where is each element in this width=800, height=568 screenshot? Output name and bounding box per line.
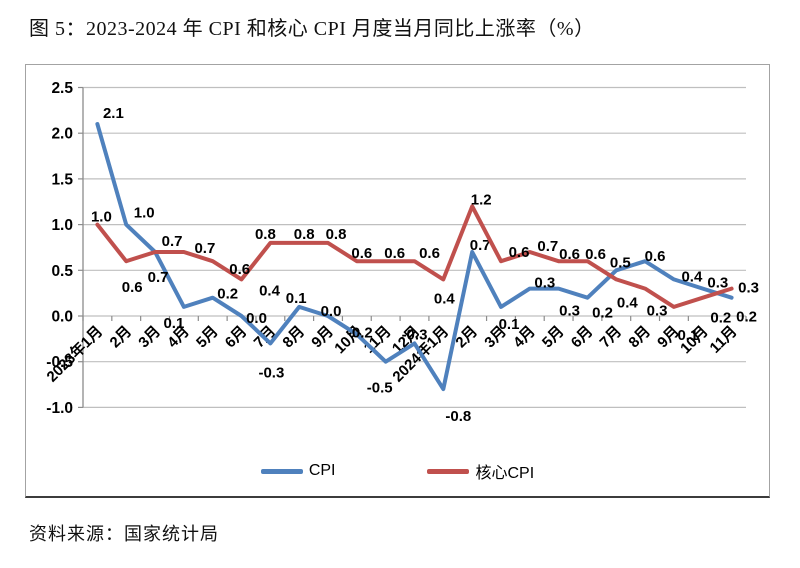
core-cpi-data-labels: 1.00.60.7 0.70.60.40.8 0.8 0.80.6 0.6 0.60.41… [91, 191, 759, 344]
data-label: 0.6 [419, 245, 440, 262]
data-label: 0.1 [163, 315, 184, 332]
data-label: 0.7 [194, 240, 215, 257]
y-tick-label: 1.0 [51, 217, 73, 234]
data-label: 0.1 [677, 327, 698, 344]
figure-title: 图 5：2023-2024 年 CPI 和核心 CPI 月度当月同比上涨率（%） [29, 18, 595, 40]
y-tick-label: 2.0 [51, 126, 73, 143]
legend-item-core-cpi: 核心CPI [427, 459, 534, 483]
data-label: 1.0 [134, 205, 155, 222]
data-label: 0.6 [645, 248, 666, 265]
y-tick-label: -1.0 [46, 400, 73, 417]
data-label: 0.4 [259, 282, 281, 299]
x-axis-ticks [82, 316, 747, 321]
data-label: 0.6 [122, 279, 143, 296]
data-label: 0.6 [351, 245, 372, 262]
data-label: 0.1 [286, 290, 307, 307]
data-label: 0.2 [592, 305, 613, 322]
cpi-line-swatch [260, 468, 303, 474]
data-label: 0.2 [736, 309, 757, 326]
legend-label-core-cpi: 核心CPI [475, 465, 535, 482]
y-tick-label: 0.5 [51, 263, 73, 280]
data-label: 0.4 [681, 268, 703, 285]
data-label: 0.7 [470, 237, 491, 254]
legend-item-cpi: CPI [260, 462, 336, 480]
data-label: 0.4 [617, 294, 639, 311]
data-label: 0.7 [162, 233, 183, 250]
legend-label-cpi: CPI [308, 462, 336, 479]
data-label: 2.1 [103, 105, 124, 122]
chart-container: 2.5 2.0 1.5 1.0 0.5 0.0 -0.5 -1.0 2023年1月 2月 3月 4月 5… [25, 64, 770, 498]
cpi-line-chart: 2.5 2.0 1.5 1.0 0.5 0.0 -0.5 -1.0 2023年1月 2月 3月 4月 5… [43, 80, 759, 425]
data-label: 0.0 [246, 310, 267, 327]
data-label: 0.7 [537, 238, 558, 255]
data-label: 0.6 [384, 245, 405, 262]
data-label: 0.5 [610, 254, 631, 271]
data-label: 1.0 [91, 209, 112, 226]
x-tick-label: 2月 [107, 323, 136, 352]
data-label: 0.6 [585, 246, 606, 263]
data-label: -0.3 [402, 326, 428, 343]
gridlines [78, 86, 746, 408]
core-cpi-line-swatch [427, 468, 470, 474]
x-tick-label: 7月 [597, 323, 626, 352]
data-label: 0.6 [509, 244, 530, 261]
data-label: 0.3 [738, 280, 759, 297]
core-cpi-line [95, 204, 734, 309]
x-tick-label: 5月 [539, 323, 568, 352]
x-tick-label: 8月 [625, 323, 654, 352]
data-label: 0.8 [294, 226, 315, 243]
data-label: 0.0 [321, 303, 342, 320]
data-label: 0.6 [559, 246, 580, 263]
data-label: -0.3 [258, 364, 284, 381]
data-label: 0.6 [229, 261, 250, 278]
chart-legend: CPI 核心CPI [26, 459, 769, 483]
data-label: 0.8 [255, 226, 276, 243]
data-label: 0.3 [559, 303, 580, 320]
y-tick-label: 1.5 [51, 171, 73, 188]
data-label: 0.1 [499, 316, 520, 333]
cpi-line [95, 122, 734, 392]
y-tick-label: 2.5 [51, 80, 73, 97]
data-label: 1.2 [471, 191, 492, 208]
data-label: 0.3 [534, 275, 555, 292]
data-label: 0.2 [217, 286, 238, 303]
source-note: 资料来源：国家统计局 [29, 524, 219, 544]
x-tick-label: 6月 [568, 323, 597, 352]
data-label: 0.4 [434, 290, 456, 307]
data-label: 0.7 [148, 269, 169, 286]
x-tick-label: 3月 [135, 323, 164, 352]
data-label: 0.2 [710, 310, 731, 327]
data-label: -0.2 [347, 324, 373, 341]
cpi-data-labels: 2.1 1.0 0.7 0.1 0.2 0.0 -0.3 0.1 0.0 -0.2 -0.5 -0.3… [103, 105, 757, 425]
data-label: 0.8 [326, 226, 347, 243]
y-axis-tick-labels: 2.5 2.0 1.5 1.0 0.5 0.0 -0.5 -1.0 [46, 80, 73, 417]
x-tick-label: 5月 [193, 323, 222, 352]
data-label: 0.3 [647, 303, 668, 320]
data-label: -0.5 [367, 380, 393, 397]
x-tick-label: 11月 [707, 323, 741, 357]
y-tick-label: -0.5 [46, 354, 73, 371]
data-label: 0.3 [707, 275, 728, 292]
data-label: -0.8 [445, 408, 471, 425]
x-tick-label: 6月 [222, 323, 251, 352]
y-tick-label: 0.0 [51, 309, 73, 326]
